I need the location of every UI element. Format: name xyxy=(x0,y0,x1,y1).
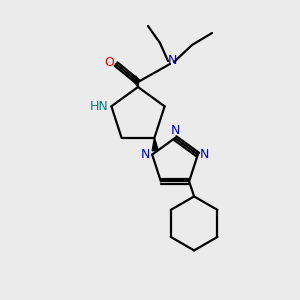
Text: N: N xyxy=(167,55,177,68)
Text: N: N xyxy=(140,148,150,161)
Text: HN: HN xyxy=(90,100,109,113)
Polygon shape xyxy=(152,138,158,151)
Polygon shape xyxy=(132,76,138,87)
Text: O: O xyxy=(104,56,114,68)
Text: N: N xyxy=(170,124,180,137)
Text: N: N xyxy=(200,148,209,161)
